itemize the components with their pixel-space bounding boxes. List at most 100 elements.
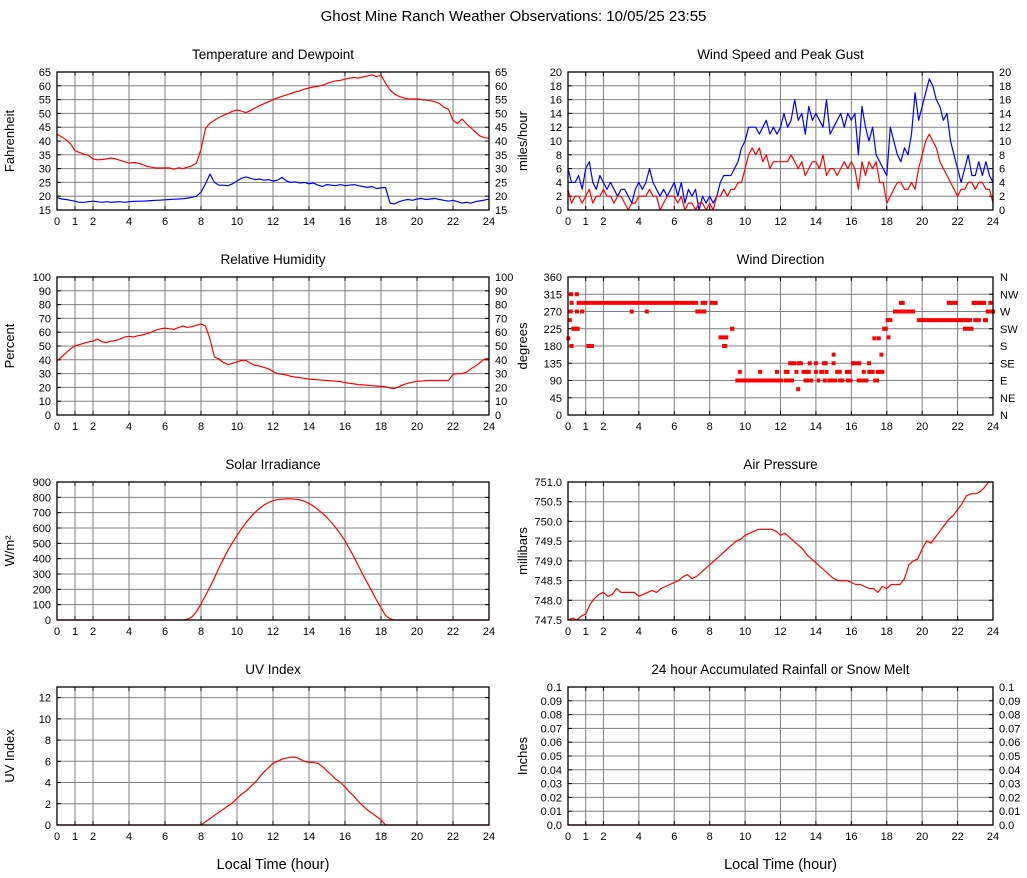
wind-direction-point xyxy=(886,335,891,340)
y-axis-label: Percent xyxy=(2,323,17,368)
y-axis-label: Fahrenheit xyxy=(2,110,17,173)
x-tick-label: 14 xyxy=(810,216,822,228)
wind-direction-point xyxy=(807,361,812,366)
wind-direction-point xyxy=(574,292,579,297)
y-tick-label: 0.04 xyxy=(541,765,562,777)
chart-title: Wind Direction xyxy=(737,252,825,267)
y-tick-label-right: 50 xyxy=(495,341,507,353)
x-tick-label: 22 xyxy=(951,626,963,638)
wind-direction-point xyxy=(867,361,872,366)
rainfall-plot: 0 1 2 4 6 8 10 12 14 16 18 20 22 240.0 0.00.01 0.010.02… xyxy=(515,662,1020,873)
x-tick-label: 10 xyxy=(231,626,243,638)
wind-direction-point xyxy=(813,369,818,374)
y-tick-label: 700 xyxy=(33,508,51,520)
y-tick-label: 60 xyxy=(39,327,51,339)
chart-air-pressure: 0 1 2 4 6 8 10 12 14 16 18 20 22 24 747.5 748.0 748.5 749… xyxy=(513,452,1027,657)
y-tick-label: 135 xyxy=(544,358,562,370)
y-tick-label: 12 xyxy=(550,122,562,134)
y-tick-label: 100 xyxy=(33,272,51,284)
wind-direction-point xyxy=(829,378,834,383)
y-tick-label: 400 xyxy=(33,554,51,566)
x-tick-label: 12 xyxy=(774,831,786,843)
wind-direction-point xyxy=(844,369,849,374)
y-tick-label-right: 40 xyxy=(495,136,507,148)
x-tick-label: 12 xyxy=(774,216,786,228)
x-tick-label: 0 xyxy=(565,421,571,433)
x-tick-label: 14 xyxy=(303,831,315,843)
x-tick-label: 18 xyxy=(881,626,893,638)
wind-direction-point xyxy=(792,361,797,366)
wind-speed-series-line xyxy=(567,133,994,211)
wind-direction-point xyxy=(569,300,574,305)
wind-direction-point xyxy=(987,309,992,314)
wind-direction-point xyxy=(872,336,877,341)
y-tick-label: 10 xyxy=(550,136,562,148)
x-tick-label: 12 xyxy=(267,626,279,638)
chart-wind-direction: 0 1 2 4 6 8 10 12 14 16 18 20 22 24 0 N 45 NE 90 E 135 SE 180 S… xyxy=(513,247,1027,452)
wind-direction-point xyxy=(794,369,799,374)
wind-direction-point xyxy=(644,309,649,314)
y-tick-label: 10 xyxy=(39,714,51,726)
x-tick-label: 16 xyxy=(339,421,351,433)
x-tick-label: 8 xyxy=(198,831,204,843)
x-tick-label: 22 xyxy=(951,421,963,433)
wind-direction-point xyxy=(806,369,811,374)
y-tick-label: 0 xyxy=(556,205,562,217)
y-tick-label-right: S xyxy=(1000,341,1007,353)
x-tick-label: 1 xyxy=(583,626,589,638)
y-tick-label: 18 xyxy=(550,81,562,93)
x-tick-label: 4 xyxy=(126,626,132,638)
y-tick-label: 750.0 xyxy=(534,516,562,528)
y-tick-label: 30 xyxy=(39,369,51,381)
plot-frame xyxy=(56,686,490,826)
x-tick-label: 20 xyxy=(916,421,928,433)
y-tick-label: 749.0 xyxy=(534,556,562,568)
x-tick-label: 16 xyxy=(339,626,351,638)
x-tick-label: 6 xyxy=(671,626,677,638)
x-tick-label: 18 xyxy=(881,216,893,228)
x-tick-label: 0 xyxy=(54,831,60,843)
y-tick-label: 50 xyxy=(39,108,51,120)
x-tick-label: 8 xyxy=(707,216,713,228)
wind-direction-point xyxy=(698,309,703,314)
wind-direction-point xyxy=(864,378,869,383)
y-tick-label-right: 80 xyxy=(495,300,507,312)
x-tick-label: 0 xyxy=(54,626,60,638)
y-tick-label: 50 xyxy=(39,341,51,353)
y-tick-label: 15 xyxy=(39,205,51,217)
wind-direction-point xyxy=(573,326,578,331)
x-tick-label: 14 xyxy=(810,831,822,843)
wind-direction-point xyxy=(953,300,958,305)
wind-direction-point xyxy=(848,378,853,383)
y-tick-label-right: W xyxy=(1000,307,1011,319)
y-tick-label: 315 xyxy=(544,289,562,301)
y-tick-label-right: 2 xyxy=(999,191,1005,203)
wind-direction-point xyxy=(879,352,884,357)
y-tick-label: 900 xyxy=(33,477,51,489)
wind-direction-point xyxy=(703,300,708,305)
x-tick-label: 12 xyxy=(774,626,786,638)
x-tick-label: 12 xyxy=(267,216,279,228)
wind-direction-point xyxy=(827,378,832,383)
y-tick-label: 35 xyxy=(39,150,51,162)
x-tick-label: 4 xyxy=(636,216,642,228)
y-tick-label-right: 0.09 xyxy=(999,696,1020,708)
chart-wind-speed-gust: 0 1 2 4 6 8 10 12 14 16 18 20 22 24 0 0 2 2 4 4 6 6 8 8 10 10 12 12… xyxy=(513,42,1027,247)
chart-solar-irradiance: 0 1 2 4 6 8 10 12 14 16 18 20 22 24 0 100 200 300 400 500 60… xyxy=(0,452,513,657)
y-tick-label: 800 xyxy=(33,492,51,504)
wind-direction-point xyxy=(574,309,579,314)
wind-direction-point xyxy=(958,318,963,323)
y-tick-label-right: 14 xyxy=(999,108,1011,120)
x-tick-label: 14 xyxy=(810,421,822,433)
wind-direction-point xyxy=(695,309,700,314)
y-tick-label: 300 xyxy=(33,569,51,581)
x-tick-label: 16 xyxy=(845,626,857,638)
x-tick-label: 4 xyxy=(126,216,132,228)
x-tick-label: 2 xyxy=(600,831,606,843)
y-axis-label: degrees xyxy=(515,322,530,369)
y-tick-label-right: 0.06 xyxy=(999,737,1020,749)
y-tick-label: 747.5 xyxy=(534,615,562,627)
